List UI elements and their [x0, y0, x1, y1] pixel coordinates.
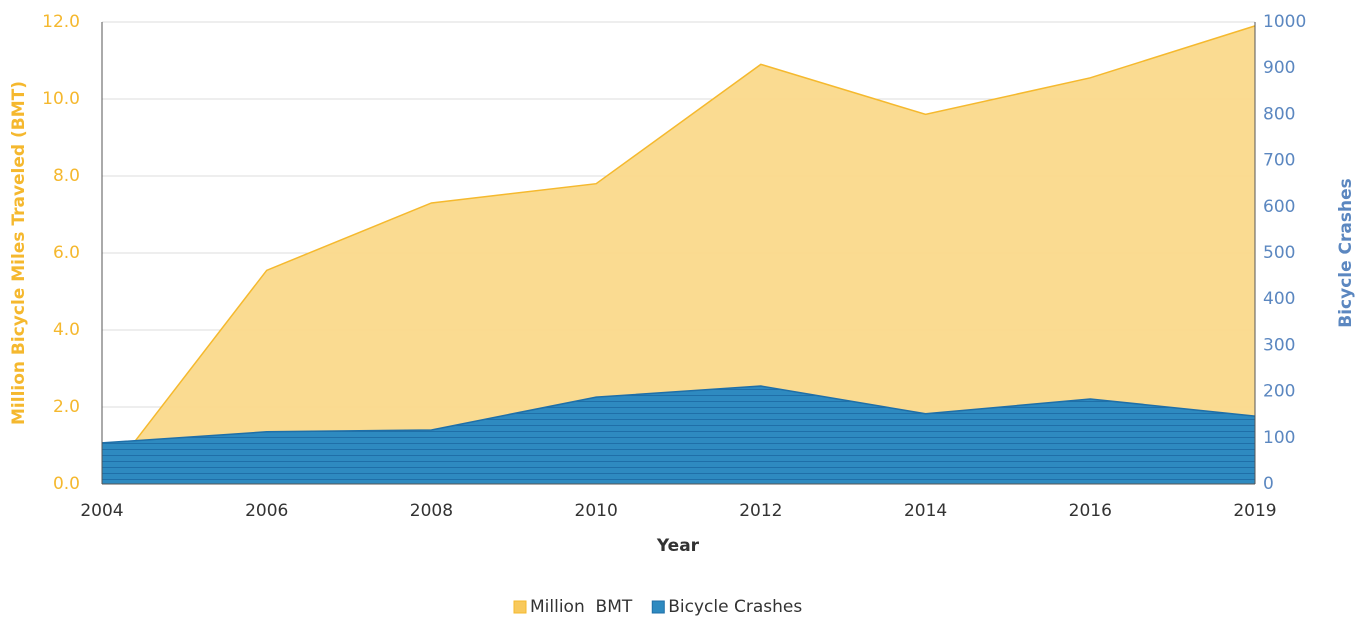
x-tick-label: 2006: [245, 501, 288, 521]
x-tick-label: 2016: [1069, 501, 1112, 521]
y-tick-label: 12.0: [42, 12, 80, 32]
x-tick-label: 2019: [1233, 501, 1276, 521]
y-axis-title: Million Bicycle Miles Traveled (BMT): [9, 81, 29, 425]
area-line: [101, 25, 1256, 485]
legend-swatch: [651, 600, 665, 614]
y2-tick-label: 500: [1263, 243, 1295, 263]
y2-tick-label: 200: [1263, 382, 1295, 402]
y2-tick-label: 100: [1263, 428, 1295, 448]
legend-label: Million BMT: [530, 597, 633, 617]
y2-tick-label: 900: [1263, 58, 1295, 78]
y2-axis-title: Bicycle Crashes: [1336, 178, 1356, 328]
y-tick-label: 10.0: [42, 89, 80, 109]
y2-tick-label: 700: [1263, 151, 1295, 171]
y-tick-label: 0.0: [53, 474, 80, 494]
x-tick-label: 2010: [575, 501, 618, 521]
y2-tick-label: 600: [1263, 197, 1295, 217]
y2-tick-label: 0: [1263, 474, 1274, 494]
y2-tick-label: 800: [1263, 104, 1295, 124]
y-tick-label: 6.0: [53, 243, 80, 263]
y-tick-label: 2.0: [53, 397, 80, 417]
legend-swatch: [513, 600, 527, 614]
x-tick-label: 2014: [904, 501, 947, 521]
area: [102, 25, 1255, 484]
legend-label: Bicycle Crashes: [668, 597, 802, 617]
y2-tick-label: 300: [1263, 335, 1295, 355]
x-tick-label: 2004: [80, 501, 123, 521]
x-axis-title: Year: [656, 536, 700, 556]
y-tick-label: 8.0: [53, 166, 80, 186]
area-line: [101, 385, 1256, 444]
y2-tick-label: 1000: [1263, 12, 1306, 32]
y-tick-label: 4.0: [53, 320, 80, 340]
x-tick-label: 2008: [410, 501, 453, 521]
y2-tick-label: 400: [1263, 289, 1295, 309]
x-tick-label: 2012: [739, 501, 782, 521]
